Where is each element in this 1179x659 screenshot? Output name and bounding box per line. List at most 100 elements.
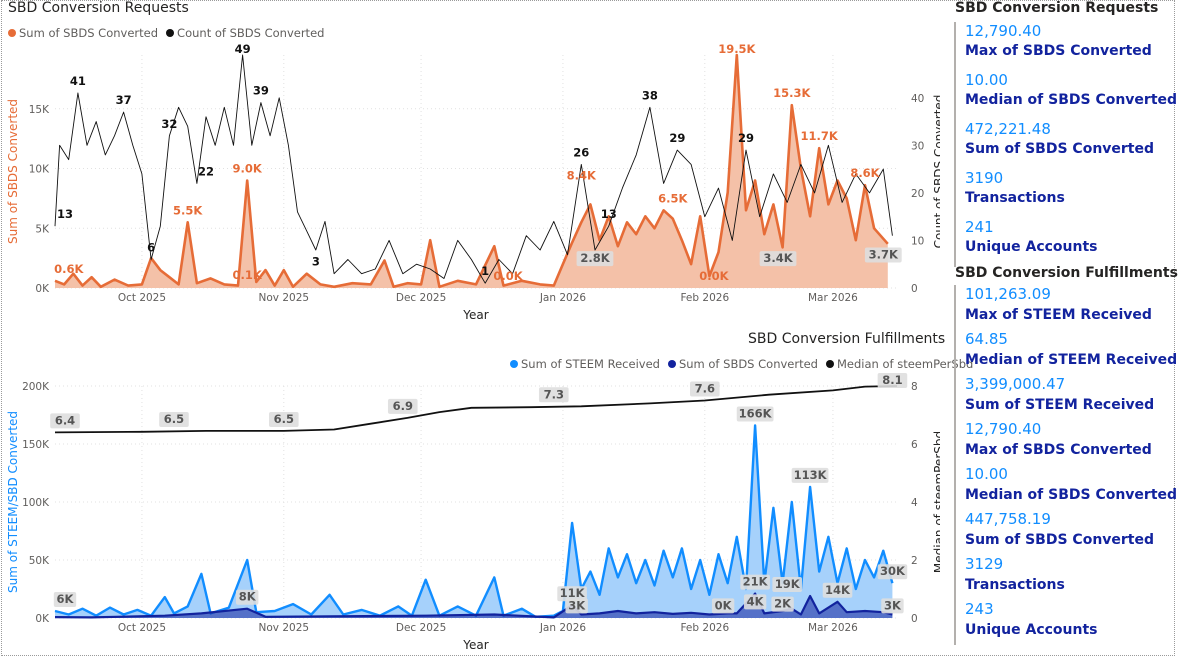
kpi-label: Transactions — [965, 190, 1065, 206]
black-dot-icon — [166, 29, 175, 37]
kpi-value: 12,790.40 — [965, 420, 1042, 438]
kpi-card[interactable]: 3129 Transactions — [965, 555, 1176, 600]
kpi-card[interactable]: 12,790.40 Max of SBDS Converted — [965, 22, 1176, 71]
kpi-label: Sum of STEEM Received — [965, 397, 1155, 413]
kpi-card[interactable]: 447,758.19 Sum of SBDS Converted — [965, 510, 1176, 555]
x-tick-label: Feb 2026 — [680, 292, 729, 304]
data-label: 32 — [161, 117, 177, 131]
y-left-tick-label: 5K — [35, 223, 50, 235]
data-label-box — [690, 381, 720, 397]
data-label-box — [711, 598, 735, 614]
kpi-card[interactable]: 10.00 Median of SBDS Converted — [965, 465, 1177, 510]
requests-legend[interactable]: Sum of SBDS Converted Count of SBDS Conv… — [8, 26, 332, 40]
legend-item-sbds-converted[interactable]: Sum of SBDS Converted — [667, 357, 818, 371]
data-label: 8.1 — [882, 373, 902, 387]
black-dot-icon — [826, 360, 834, 368]
data-label: 19.5K — [718, 42, 756, 56]
data-label: 13 — [57, 207, 73, 221]
kpi-card[interactable]: 243 Unique Accounts — [965, 600, 1176, 645]
kpi-value: 12,790.40 — [965, 22, 1042, 40]
data-label: 19K — [775, 577, 801, 591]
kpi-fulfillments-title: SBD Conversion Fulfillments — [955, 265, 1178, 281]
fulfillments-chart: 0K 50K 100K 150K 200K 0 2 4 6 8 Oct 2025 Nov 2025 De… — [6, 373, 940, 652]
data-label: 6.4 — [55, 413, 75, 427]
kpi-value: 3190 — [965, 169, 1004, 187]
series-area — [55, 425, 893, 618]
y-left-tick-label: 100K — [22, 497, 50, 509]
kpi-label: Max of SBDS Converted — [965, 442, 1152, 458]
data-label-box — [772, 576, 802, 592]
legend-label: Sum of SBDS Converted — [19, 26, 159, 40]
y-right-tick-label: 6 — [911, 439, 918, 451]
data-label: 29 — [669, 131, 685, 145]
requests-chart-title: SBD Conversion Requests — [8, 0, 189, 16]
series-line — [54, 53, 889, 289]
legend-item-median-steempersbd[interactable]: Median of steemPerSbd — [826, 357, 973, 371]
data-label: 6.5 — [274, 412, 294, 426]
series-area — [55, 593, 893, 618]
data-label: 166K — [739, 406, 773, 420]
data-label: 21K — [743, 575, 769, 589]
legend-label: Sum of STEEM Received — [521, 357, 660, 371]
legend-item-sum-sbds[interactable]: Sum of SBDS Converted — [8, 26, 158, 40]
y-right-tick-label: 0 — [911, 283, 918, 295]
data-label: 2K — [774, 597, 792, 611]
orange-dot-icon — [8, 29, 16, 37]
kpi-label: Max of STEEM Received — [965, 307, 1152, 323]
data-label: 29 — [738, 131, 754, 145]
data-label-box — [740, 574, 770, 590]
kpi-panel-requests: SBD Conversion Requests 12,790.40 Max of … — [948, 0, 1178, 267]
data-label-box — [576, 251, 614, 267]
kpi-label: Unique Accounts — [965, 622, 1098, 638]
kpi-card[interactable]: 241 Unique Accounts — [965, 218, 1176, 267]
data-label: 9.0K — [233, 161, 263, 175]
y-right-tick-label: 8 — [911, 381, 918, 393]
kpi-card[interactable]: 3,399,000.47 Sum of STEEM Received — [965, 375, 1176, 420]
series-1-2 — [54, 385, 898, 434]
kpi-card[interactable]: 64.85 Median of STEEM Received — [965, 330, 1177, 375]
kpi-label: Median of SBDS Converted — [965, 92, 1178, 108]
kpi-card[interactable]: 12,790.40 Max of SBDS Converted — [965, 420, 1176, 465]
data-label: 11K — [560, 586, 586, 600]
y-right-tick-label: 2 — [911, 555, 918, 567]
y-left-tick-label: 0K — [35, 613, 50, 625]
x-tick-label: Nov 2025 — [259, 292, 310, 304]
kpi-value: 243 — [965, 600, 994, 618]
legend-item-steem-received[interactable]: Sum of STEEM Received — [510, 357, 660, 371]
data-label: 3.7K — [869, 247, 899, 261]
data-label: 0.6K — [54, 262, 84, 276]
data-label-box — [743, 594, 767, 610]
kpi-label: Sum of SBDS Converted — [965, 141, 1155, 157]
data-label: 22 — [198, 164, 214, 178]
y-left-tick-label: 10K — [29, 164, 50, 176]
data-label-box — [822, 582, 853, 598]
data-label: 0.1K — [233, 268, 263, 282]
kpi-card[interactable]: 3190 Transactions — [965, 169, 1176, 218]
y-left-axis-title: Sum of SBDS Converted — [6, 99, 20, 244]
data-label: 26 — [573, 145, 589, 159]
data-label: 39 — [253, 84, 269, 98]
y-left-tick-label: 15K — [29, 104, 50, 116]
data-label-box — [771, 596, 794, 612]
legend-label: Median of steemPerSbd — [837, 357, 974, 371]
data-label: 8.6K — [850, 166, 880, 180]
data-label: 0.0K — [699, 269, 729, 283]
y-right-axis-title: Median of steemPerSbd — [932, 431, 940, 573]
kpi-card[interactable]: 472,221.48 Sum of SBDS Converted — [965, 120, 1176, 169]
data-label: 30K — [880, 564, 906, 578]
kpi-card[interactable]: 10.00 Median of SBDS Converted — [965, 71, 1178, 120]
y-right-tick-label: 0 — [911, 613, 918, 625]
data-label-box — [387, 398, 418, 414]
data-label: 15.3K — [773, 86, 811, 100]
legend-item-count-sbds[interactable]: Count of SBDS Converted — [166, 26, 324, 40]
y-right-tick-label: 40 — [911, 93, 924, 105]
x-tick-label: Jan 2026 — [539, 292, 587, 304]
x-tick-label: Dec 2025 — [396, 622, 446, 634]
fulfillments-legend[interactable]: Sum of STEEM Received Sum of SBDS Conver… — [510, 357, 981, 371]
kpi-card[interactable]: 101,263.09 Max of STEEM Received — [965, 285, 1176, 330]
kpi-value: 3,399,000.47 — [965, 375, 1066, 393]
navy-dot-icon — [667, 360, 676, 368]
data-label: 11.7K — [801, 129, 839, 143]
